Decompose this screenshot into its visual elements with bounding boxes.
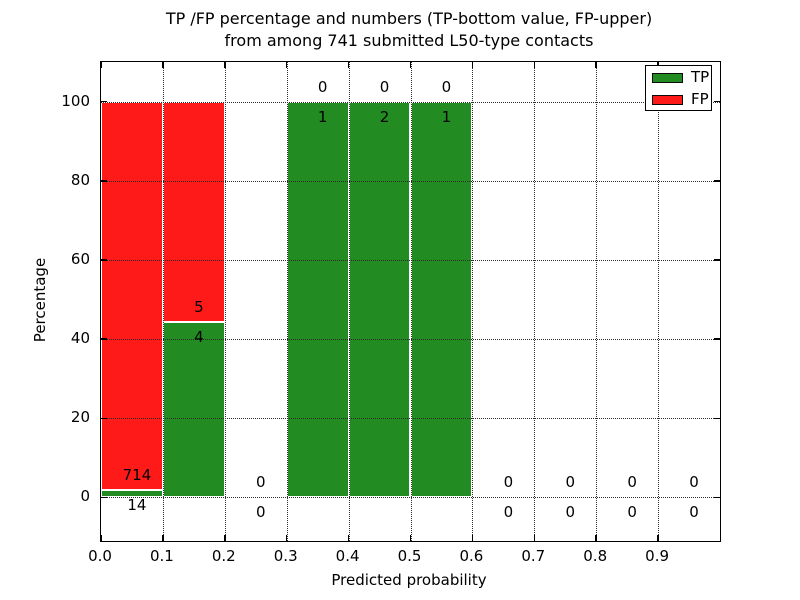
x-tick-mark bbox=[471, 535, 474, 541]
fp-count-label: 714 bbox=[122, 465, 152, 484]
bar-tp-segment bbox=[162, 321, 225, 498]
gridline-vertical bbox=[596, 62, 598, 541]
bar-fp-segment bbox=[101, 101, 163, 490]
fp-count-label: 0 bbox=[503, 473, 514, 492]
tp-count-label: 0 bbox=[627, 503, 637, 522]
x-tick-label: 0.0 bbox=[88, 547, 112, 565]
bar-tp-segment bbox=[101, 489, 163, 498]
chart-title: TP /FP percentage and numbers (TP-bottom… bbox=[166, 8, 652, 52]
x-tick-mark-top bbox=[533, 62, 536, 68]
y-tick-mark bbox=[101, 496, 107, 499]
tp-count-label: 0 bbox=[503, 503, 514, 522]
x-tick-mark bbox=[162, 535, 164, 541]
fp-count-label: 0 bbox=[379, 77, 390, 96]
x-tick-label: 0.6 bbox=[459, 547, 484, 565]
x-tick-mark-top bbox=[471, 62, 474, 68]
x-tick-label: 0.8 bbox=[583, 547, 608, 565]
fp-count-label: 0 bbox=[441, 77, 452, 96]
gridline-vertical bbox=[348, 62, 350, 541]
gridline-vertical bbox=[472, 62, 474, 541]
gridline-vertical bbox=[534, 62, 536, 541]
bar-fp-segment bbox=[162, 101, 225, 322]
x-tick-mark bbox=[347, 535, 350, 541]
x-axis-label: Predicted probability bbox=[331, 571, 487, 589]
fp-count-label: 5 bbox=[194, 297, 204, 316]
tp-count-label: 1 bbox=[317, 107, 328, 126]
fp-count-label: 0 bbox=[689, 473, 699, 492]
tp-count-label: 0 bbox=[565, 503, 576, 522]
tp-count-label: 4 bbox=[194, 327, 204, 346]
x-tick-mark-top bbox=[347, 62, 350, 68]
chart-title-line1: TP /FP percentage and numbers (TP-bottom… bbox=[165, 9, 653, 28]
x-tick-mark-top bbox=[162, 62, 164, 68]
x-tick-label: 0.4 bbox=[335, 547, 360, 565]
x-tick-label: 0.1 bbox=[149, 547, 174, 565]
y-tick-mark bbox=[101, 100, 107, 103]
x-tick-mark bbox=[100, 535, 102, 541]
x-tick-label: 0.9 bbox=[645, 547, 670, 565]
x-tick-mark-top bbox=[100, 62, 102, 68]
y-tick-mark bbox=[101, 259, 107, 261]
gridline-vertical bbox=[286, 62, 288, 541]
tp-count-label: 1 bbox=[441, 107, 452, 126]
x-tick-mark-top bbox=[224, 62, 226, 68]
y-tick-label: 60 bbox=[70, 249, 90, 268]
tp-count-label: 2 bbox=[379, 107, 390, 126]
y-tick-label: 80 bbox=[70, 170, 90, 189]
legend-row-tp: TP bbox=[646, 67, 711, 88]
tp-color-swatch bbox=[652, 72, 683, 83]
bar-tp-segment bbox=[348, 101, 411, 498]
legend-row-fp: FP bbox=[646, 89, 711, 110]
y-tick-label: 0 bbox=[80, 487, 90, 506]
fp-count-label: 0 bbox=[565, 473, 576, 492]
plot-area: 714 14 5 4 0 0 0 1 0 2 0 1 0 0 0 0 0 0 0 0 bbox=[100, 61, 721, 542]
x-tick-mark bbox=[285, 535, 288, 541]
gridline-vertical bbox=[410, 62, 412, 541]
gridline-vertical bbox=[658, 62, 660, 541]
x-tick-label: 0.2 bbox=[211, 547, 236, 565]
legend-label-fp: FP bbox=[691, 90, 709, 108]
x-tick-label: 0.7 bbox=[521, 547, 546, 565]
x-tick-mark-top bbox=[285, 62, 288, 68]
gridline-vertical bbox=[162, 62, 164, 541]
x-tick-mark bbox=[595, 535, 597, 541]
x-tick-mark bbox=[657, 535, 659, 541]
y-tick-label: 40 bbox=[70, 329, 90, 348]
y-tick-mark-right bbox=[714, 180, 720, 182]
tp-count-label: 0 bbox=[689, 503, 699, 522]
y-tick-mark-right bbox=[714, 100, 720, 103]
x-tick-mark-top bbox=[595, 62, 597, 68]
fp-color-swatch bbox=[652, 94, 683, 105]
gridline-vertical bbox=[224, 62, 226, 541]
x-tick-label: 0.5 bbox=[397, 547, 422, 565]
chart-title-line2: from among 741 submitted L50-type contac… bbox=[224, 31, 594, 50]
x-tick-mark bbox=[533, 535, 536, 541]
tp-count-label: 14 bbox=[127, 495, 147, 514]
fp-count-label: 0 bbox=[627, 473, 637, 492]
x-tick-mark-top bbox=[409, 62, 412, 68]
y-tick-label: 100 bbox=[61, 91, 90, 110]
legend-label-tp: TP bbox=[691, 68, 710, 86]
x-tick-mark bbox=[409, 535, 412, 541]
tp-count-label: 0 bbox=[255, 503, 266, 522]
y-tick-label: 20 bbox=[70, 408, 90, 427]
y-tick-mark bbox=[101, 180, 107, 182]
legend: TP FP bbox=[645, 65, 712, 111]
fp-count-label: 0 bbox=[255, 473, 266, 492]
y-tick-mark bbox=[101, 338, 107, 340]
fp-count-label: 0 bbox=[317, 77, 328, 96]
y-tick-mark bbox=[101, 417, 107, 420]
y-tick-mark-right bbox=[714, 259, 720, 261]
bar-tp-segment bbox=[286, 101, 349, 498]
bar-tp-segment bbox=[410, 101, 473, 498]
x-tick-label: 0.3 bbox=[273, 547, 298, 565]
y-tick-mark-right bbox=[714, 338, 720, 340]
x-tick-mark bbox=[224, 535, 226, 541]
y-tick-mark-right bbox=[714, 496, 720, 499]
y-tick-mark-right bbox=[714, 417, 720, 420]
